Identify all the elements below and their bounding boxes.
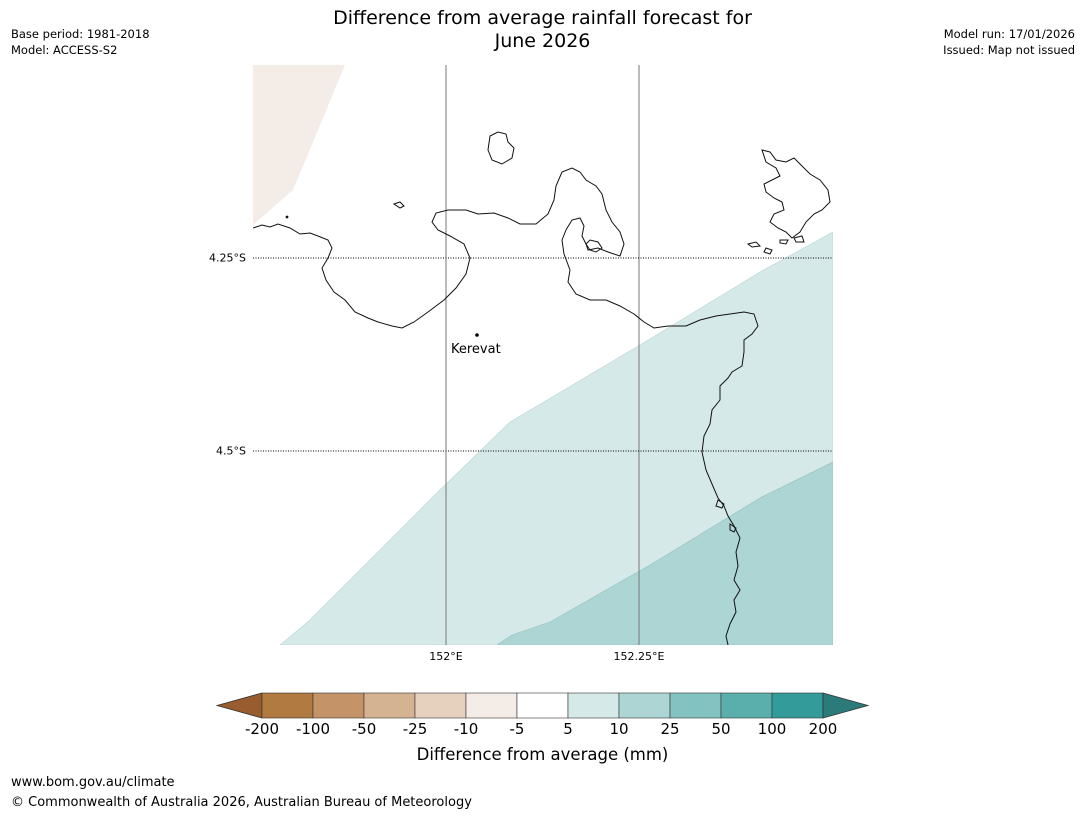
footer-copyright: © Commonwealth of Australia 2026, Austra… <box>11 795 472 810</box>
colorbar-cell <box>669 692 722 719</box>
colorbar-tick-label: 100 <box>757 720 787 738</box>
colorbar-cell <box>363 692 416 719</box>
colorbar <box>215 692 870 719</box>
colorbar-tick-label: 25 <box>660 720 680 738</box>
island-duke-of-york <box>761 149 831 239</box>
meta-left: Base period: 1981-2018 Model: ACCESS-S2 <box>11 26 150 58</box>
colorbar-cell <box>516 692 569 719</box>
colorbar-tick-label: -25 <box>402 720 428 738</box>
colorbar-cell <box>414 692 467 719</box>
colorbar-tick-label: -100 <box>295 720 331 738</box>
dry-region <box>253 65 345 225</box>
map-title: Difference from average rainfall forecas… <box>0 7 1085 53</box>
colorbar-tick-label: 200 <box>808 720 838 738</box>
place-label-kerevat: Kerevat <box>451 342 501 357</box>
mid-wet-region <box>496 461 833 645</box>
colorbar-cell <box>618 692 671 719</box>
island-small-east-3 <box>779 239 789 245</box>
colorbar-extend-low <box>215 692 263 719</box>
forecast-map <box>253 65 833 645</box>
issued-status: Issued: Map not issued <box>943 43 1075 57</box>
title-line-2: June 2026 <box>494 30 591 52</box>
colorbar-cell <box>465 692 518 719</box>
title-line-1: Difference from average rainfall forecas… <box>333 7 752 29</box>
coastline-inner-bay <box>585 239 603 253</box>
lat-label-4-5: 4.5°S <box>216 444 246 458</box>
lon-label-152-25: 152.25°E <box>613 650 665 663</box>
colorbar-cell <box>771 692 824 719</box>
colorbar-cell <box>312 692 365 719</box>
model-run: Model run: 17/01/2026 <box>943 27 1075 41</box>
lat-label-4-25: 4.25°S <box>209 251 246 265</box>
kerevat-marker <box>475 333 479 337</box>
colorbar-label: Difference from average (mm) <box>416 745 669 764</box>
islet <box>285 215 289 219</box>
coastline-main <box>253 167 759 645</box>
island-small-west <box>392 201 405 209</box>
colorbar-tick-label: -5 <box>509 720 525 738</box>
island-north <box>487 131 515 165</box>
river-detail <box>715 499 737 533</box>
model-name: Model: ACCESS-S2 <box>11 43 118 57</box>
colorbar-cells <box>261 692 824 719</box>
colorbar-tick-label: -10 <box>453 720 479 738</box>
base-period: Base period: 1981-2018 <box>11 27 150 41</box>
colorbar-cell <box>567 692 620 719</box>
colorbar-tick-label: -50 <box>351 720 377 738</box>
colorbar-extend-high <box>822 692 870 719</box>
island-small-east-1 <box>746 241 762 248</box>
colorbar-tick-label: 50 <box>711 720 731 738</box>
footer-url: www.bom.gov.au/climate <box>11 775 175 790</box>
colorbar-cell <box>261 692 314 719</box>
meta-right: Model run: 17/01/2026 Issued: Map not is… <box>943 26 1075 58</box>
colorbar-tick-label: -200 <box>244 720 280 738</box>
island-small-east-4 <box>793 235 805 243</box>
colorbar-cell <box>720 692 773 719</box>
colorbar-tick-label: 5 <box>563 720 573 738</box>
island-small-east-2 <box>763 247 773 255</box>
colorbar-tick-label: 10 <box>609 720 629 738</box>
lon-label-152: 152°E <box>429 650 463 663</box>
